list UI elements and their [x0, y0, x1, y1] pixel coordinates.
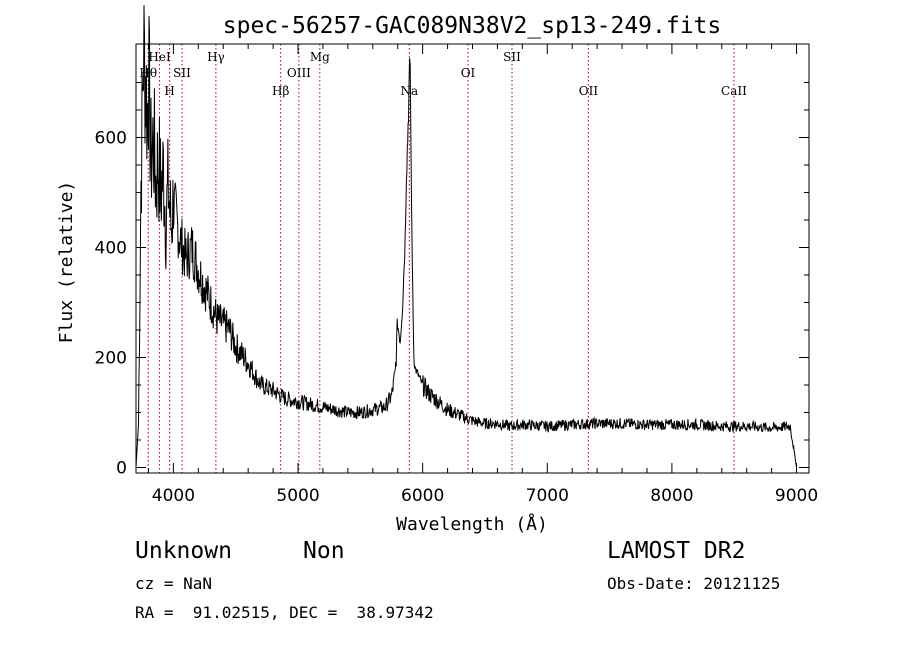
- observation-date: Obs-Date: 20121125: [607, 574, 781, 593]
- line-label-1: HeI: [148, 50, 171, 64]
- x-tick-label: 5000: [276, 486, 319, 506]
- plot-frame: [135, 43, 810, 474]
- line-label-10: SII: [503, 50, 521, 64]
- line-label-9: OI: [461, 66, 476, 80]
- y-tick-label: 200: [95, 349, 127, 369]
- line-label-4: Hγ: [207, 50, 225, 64]
- line-label-6: OIII: [287, 66, 311, 80]
- line-label-7: Mg: [310, 50, 330, 64]
- redshift-value: cz = NaN: [135, 574, 213, 593]
- x-tick-label: 6000: [401, 486, 444, 506]
- spectrum-series: [135, 5, 797, 468]
- y-tick-label: 0: [116, 459, 127, 479]
- x-axis-label: Wavelength (Å): [396, 513, 548, 535]
- line-label-5: Hβ: [272, 84, 289, 98]
- line-label-12: CaII: [721, 84, 747, 98]
- line-label-11: OII: [579, 84, 599, 98]
- spectrum-line: [135, 5, 797, 468]
- x-tick-label: 4000: [152, 486, 195, 506]
- y-axis-label: Flux (relative): [56, 181, 77, 344]
- x-axis: 4000 5000 6000 7000 8000 9000: [147, 44, 818, 506]
- x-tick-label: 8000: [650, 486, 693, 506]
- x-tick-label: 7000: [526, 486, 569, 506]
- survey-name: LAMOST DR2: [607, 538, 746, 564]
- y-axis: 0 200 400 600: [95, 82, 809, 479]
- y-tick-label: 600: [95, 129, 127, 149]
- line-label-2: H: [164, 84, 174, 98]
- x-tick-label: 9000: [775, 486, 818, 506]
- sky-coordinates: RA = 91.02515, DEC = 38.97342: [135, 603, 434, 622]
- line-label-3: SII: [173, 66, 191, 80]
- y-tick-label: 400: [95, 239, 127, 259]
- chart-title: spec-56257-GAC089N38V2_sp13-249.fits: [223, 13, 722, 39]
- object-subclass: Non: [303, 538, 345, 564]
- object-class: Unknown: [135, 538, 232, 564]
